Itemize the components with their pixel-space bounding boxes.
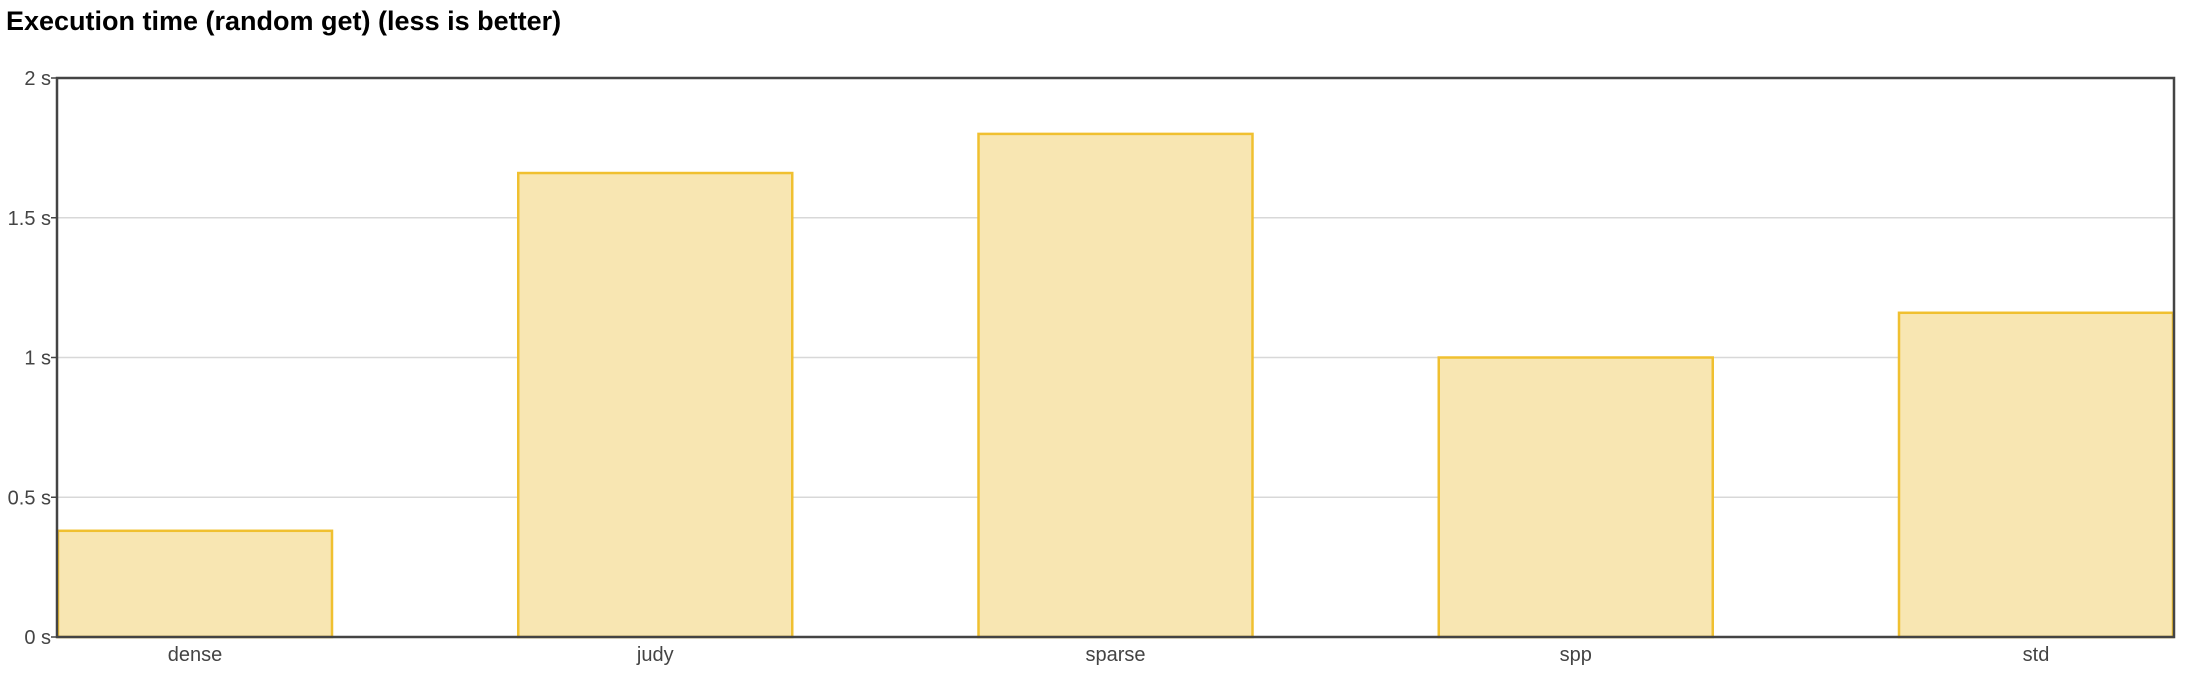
bar-judy: [517, 171, 794, 639]
bar-std: [1897, 311, 2175, 639]
x-tick-label: spp: [1560, 644, 1592, 666]
y-axis-ticks: 0 s 0.5 s 1 s 1.5 s 2 s: [8, 68, 57, 649]
y-tick-label: 0.5 s: [8, 487, 51, 509]
chart-title: Execution time (random get) (less is bet…: [6, 6, 562, 36]
x-tick-label: dense: [168, 644, 223, 666]
x-tick-label: sparse: [1085, 644, 1145, 666]
bar-spp: [1437, 356, 1714, 639]
y-tick-label: 0 s: [24, 627, 51, 649]
bar-sparse: [977, 132, 1254, 639]
y-tick-label: 1 s: [24, 348, 51, 370]
bars: [56, 132, 2175, 639]
x-tick-label: judy: [636, 644, 674, 666]
x-axis-ticks: dense judy sparse spp std: [168, 644, 2050, 666]
y-tick-label: 2 s: [24, 68, 51, 90]
bar-dense: [56, 529, 334, 639]
y-tick-label: 1.5 s: [8, 208, 51, 230]
x-tick-label: std: [2023, 644, 2050, 666]
